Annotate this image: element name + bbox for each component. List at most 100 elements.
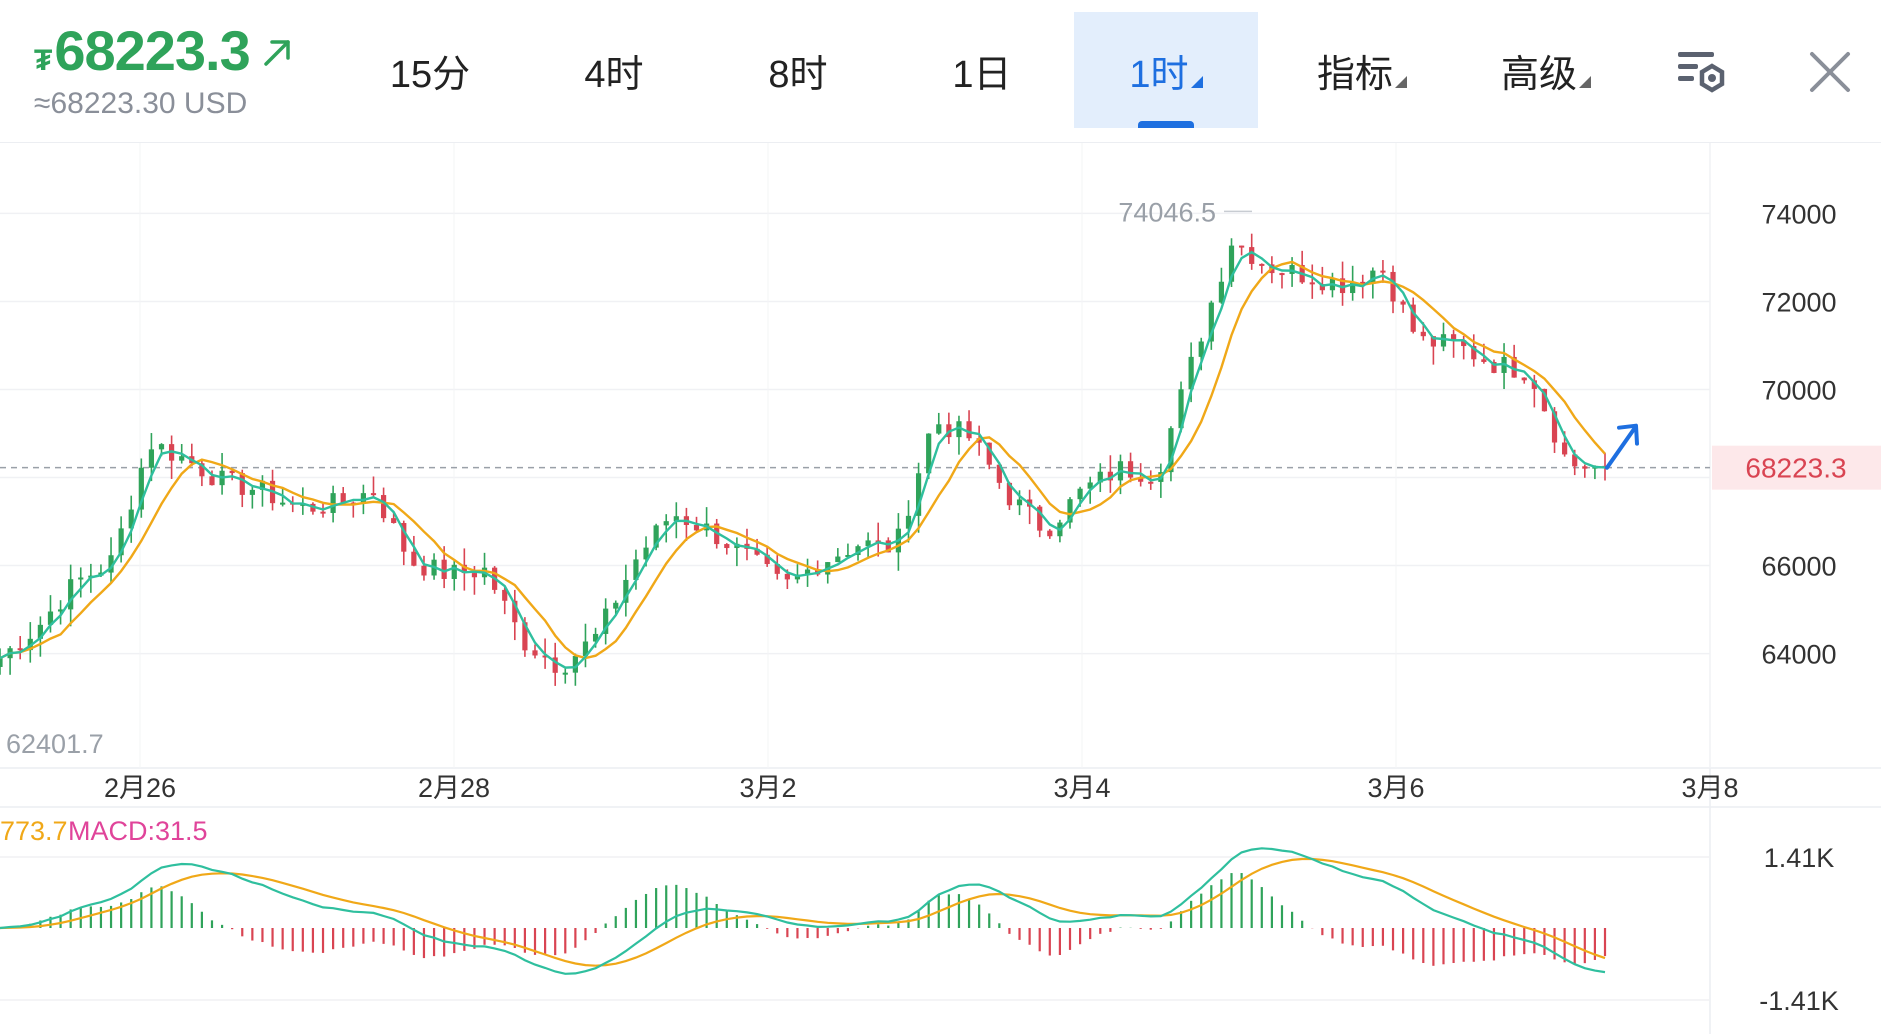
candle-body xyxy=(47,611,54,625)
macd-value-label: MACD:31.5 xyxy=(68,816,208,846)
candle-body xyxy=(118,528,124,556)
candle-body xyxy=(905,515,912,529)
last-price: 68223.3 xyxy=(54,19,250,82)
candle-body xyxy=(1239,245,1245,248)
candle-body xyxy=(956,421,962,438)
candle-body xyxy=(1551,411,1558,443)
tab-8h[interactable]: 8时 xyxy=(736,12,860,128)
candle-body xyxy=(582,641,589,656)
candle-body xyxy=(1521,377,1527,381)
candle-body xyxy=(199,463,205,477)
candle-body xyxy=(1350,281,1356,294)
candle-body xyxy=(391,518,397,523)
candle-body xyxy=(693,524,700,531)
candle-body xyxy=(1380,270,1386,273)
candle-body xyxy=(643,547,649,560)
arrow-head xyxy=(1617,423,1639,446)
candle-body xyxy=(380,495,387,519)
candle-body xyxy=(1047,530,1053,537)
candle-body xyxy=(421,565,427,576)
chart-labels: 74046.5 62401.7 68223.3 773.7 MACD:31.5 xyxy=(0,197,1881,846)
candle-body xyxy=(1491,361,1497,373)
candle-body xyxy=(865,540,871,547)
date-tick-label: 3月4 xyxy=(1053,773,1110,803)
price-tick-label: 70000 xyxy=(1761,375,1836,405)
tab-label: 4时 xyxy=(584,53,644,96)
tab-label: 1时 xyxy=(1129,53,1189,96)
candle-body xyxy=(148,449,155,468)
candle-body xyxy=(764,554,770,565)
macd-dif-line xyxy=(0,847,1606,975)
tab-1d[interactable]: 1日 xyxy=(920,12,1044,128)
candle-body xyxy=(1087,482,1093,489)
arrow-shaft xyxy=(1605,425,1637,470)
candle-body xyxy=(1370,270,1376,284)
candle-body xyxy=(209,476,215,486)
candle-body xyxy=(522,622,528,651)
tab-label: 8时 xyxy=(768,53,828,96)
ma-fast-line xyxy=(0,250,1606,669)
macd-tick-label: 1.41K xyxy=(1764,843,1835,873)
price-tick-label: 72000 xyxy=(1761,287,1836,317)
candle-body xyxy=(1471,346,1477,360)
macd-panel xyxy=(0,847,1607,975)
candle-body xyxy=(855,546,861,556)
macd-dea-line xyxy=(0,857,1606,967)
candle-body xyxy=(1440,334,1447,347)
tab-advanced[interactable]: 高级 xyxy=(1484,12,1608,128)
candle-body xyxy=(1168,428,1174,473)
candle-body xyxy=(138,467,144,510)
price-block: ₮ 68223.3 ≈68223.30 USD xyxy=(34,18,296,121)
candle-body xyxy=(1208,302,1214,342)
candle-body xyxy=(1390,271,1396,302)
candle-body xyxy=(78,577,84,580)
macd-tick-label: -1.41K xyxy=(1759,986,1839,1016)
candle-body xyxy=(653,525,659,548)
candle-body xyxy=(804,569,811,575)
chart-header: ₮ 68223.3 ≈68223.30 USD 15分 4时 8时 1日 1时 xyxy=(0,0,1881,143)
candle-body xyxy=(330,493,336,513)
candle-body xyxy=(552,657,558,673)
candle-body xyxy=(68,579,74,610)
candle-body xyxy=(562,672,568,675)
tab-label: 15分 xyxy=(389,53,471,96)
candle-body xyxy=(996,464,1002,483)
candle-body xyxy=(774,564,780,574)
candle-body xyxy=(1067,499,1073,523)
candle-body xyxy=(986,442,992,465)
candle-body xyxy=(1006,482,1013,506)
candle-body xyxy=(1541,388,1548,412)
candle-body xyxy=(108,555,114,573)
candle-body xyxy=(1481,359,1487,362)
candle-body xyxy=(411,551,417,566)
date-tick-label: 3月2 xyxy=(739,773,796,803)
moving-averages xyxy=(0,250,1606,669)
active-tab-indicator xyxy=(1138,121,1194,128)
candle-body xyxy=(663,521,669,526)
candle-body xyxy=(370,493,377,496)
candle-body xyxy=(1259,263,1265,266)
tab-indicators[interactable]: 指标 xyxy=(1300,12,1424,128)
price-chart[interactable]: 74000 72000 70000 66000 64000 1.41K -1.41K 2月2… xyxy=(0,143,1881,1034)
tab-1h[interactable]: 1时 xyxy=(1074,12,1258,128)
candle-body xyxy=(754,548,760,555)
candle-body xyxy=(613,602,619,609)
candle-body xyxy=(37,624,43,639)
candle-body xyxy=(1410,304,1416,332)
candle-body xyxy=(57,609,64,612)
candle-body xyxy=(1582,466,1588,469)
current-price-bg xyxy=(1712,445,1881,490)
date-tick-label: 3月8 xyxy=(1681,773,1738,803)
candle-body xyxy=(1531,380,1537,389)
candle-body xyxy=(623,579,629,603)
candle-body xyxy=(1188,356,1194,390)
currency-sign: ₮ xyxy=(34,44,53,77)
tab-4h[interactable]: 4时 xyxy=(552,12,676,128)
close-icon[interactable] xyxy=(1802,44,1858,100)
candle-body xyxy=(1138,477,1144,482)
tab-15m[interactable]: 15分 xyxy=(368,12,492,128)
chart-settings-icon[interactable] xyxy=(1674,44,1730,100)
trend-up-icon xyxy=(264,40,290,66)
candle-body xyxy=(1249,247,1255,264)
